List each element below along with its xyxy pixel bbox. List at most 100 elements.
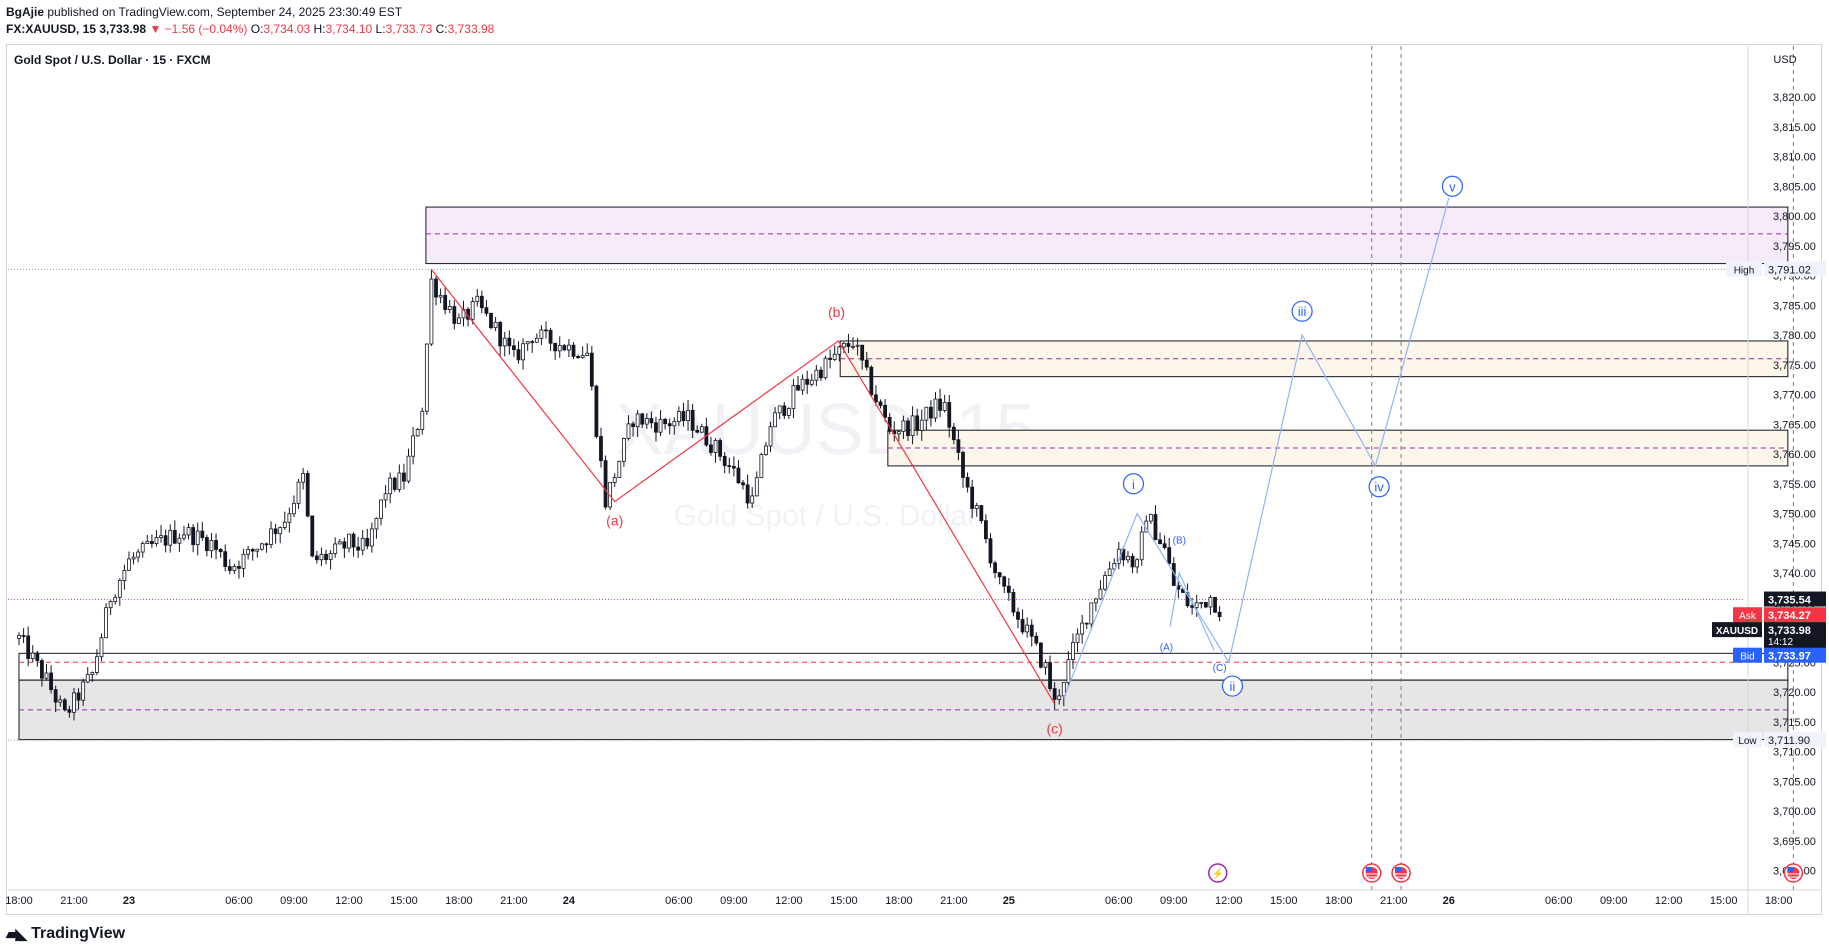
candle-down (484, 307, 489, 314)
candle-down (351, 533, 356, 548)
close-label: C: (435, 22, 448, 36)
candle-down (874, 394, 878, 403)
candle-up (534, 337, 539, 343)
candle-down (402, 472, 406, 482)
candle-up (44, 672, 49, 679)
candle-up (764, 445, 768, 455)
symbol-interval: FX:XAUUSD, 15 (6, 22, 97, 36)
price-tag-value-5: 3,711.90 (1768, 735, 1810, 747)
candle-up (374, 517, 379, 530)
x-tick-label: 24 (563, 895, 576, 907)
x-tick-label: 12:00 (1215, 895, 1243, 907)
candle-down (681, 411, 686, 422)
subwave-label-5: (A) (1160, 642, 1173, 653)
brand-name: TradingView (31, 925, 126, 942)
candle-down (1162, 543, 1167, 549)
candle-up (1098, 588, 1103, 600)
candle-up (195, 530, 200, 546)
candle-up (773, 412, 778, 428)
candle-up (301, 473, 306, 483)
candle-up (502, 337, 507, 347)
candle-up (585, 352, 590, 356)
candle-up (232, 566, 237, 571)
y-tick-label: 3,715.00 (1773, 717, 1816, 729)
candle-up (90, 672, 95, 675)
candle-down (1203, 601, 1208, 608)
candle-up (525, 341, 530, 345)
candle-up (942, 402, 947, 411)
wave-label-circle-1 (1221, 675, 1244, 697)
candle-down (782, 405, 787, 416)
wave-label-circle-0 (1122, 473, 1145, 495)
candle-down (1020, 618, 1025, 633)
sub-wave-line (1169, 570, 1215, 651)
candle-down (690, 409, 695, 431)
candle-down (1002, 576, 1007, 587)
wave-label-circle-3 (1368, 476, 1390, 498)
candle-down (819, 369, 823, 379)
candle-up (287, 513, 292, 523)
candle-up (168, 530, 173, 546)
candle-down (860, 344, 865, 361)
wave-label-circle-2 (1291, 300, 1313, 322)
price-tag-value-4: 3,733.97 (1768, 651, 1811, 663)
wave-label-0: i (1132, 477, 1135, 492)
candle-up (1075, 633, 1080, 643)
candle-down (640, 413, 645, 425)
published-text: published on TradingView.com, September … (47, 5, 403, 19)
candle-up (122, 570, 127, 581)
candle-down (965, 476, 970, 488)
candle-down (204, 537, 209, 552)
zone-bid-box (18, 652, 1789, 681)
candle-down (961, 452, 965, 478)
candle-up (1126, 555, 1130, 561)
candle-up (759, 454, 764, 479)
y-tick-label: 3,765.00 (1773, 419, 1816, 431)
candle-down (200, 530, 205, 538)
candle-up (924, 406, 929, 421)
x-tick-label: 15:00 (830, 895, 858, 907)
x-tick-label: 18:00 (885, 895, 913, 907)
price-tag-2 (1764, 607, 1826, 623)
candle-down (310, 515, 315, 557)
x-tick-label: 21:00 (500, 895, 528, 907)
candle-up (521, 343, 525, 361)
candle-up (1093, 598, 1098, 604)
candle-down (805, 378, 810, 385)
price-tag-5 (1764, 732, 1826, 748)
price-tag-prefix-bg-2 (1733, 607, 1762, 623)
candle-up (896, 431, 901, 435)
candle-down (828, 357, 833, 360)
candle-up (415, 429, 420, 437)
price-tag-4 (1764, 647, 1826, 663)
candle-down (218, 549, 223, 553)
candle-down (649, 418, 654, 424)
candle-up (209, 540, 214, 552)
candle-up (837, 346, 842, 355)
candle-down (305, 473, 310, 517)
y-tick-label: 3,755.00 (1773, 479, 1816, 491)
x-tick-label: 12:00 (335, 895, 363, 907)
candle-down (479, 295, 484, 309)
candle-up (470, 301, 475, 320)
ohlc-line: FX:XAUUSD, 15 3,733.98 ▼ −1.56 (−0.04%) … (6, 22, 494, 36)
candle-up (658, 418, 663, 433)
change-value: −1.56 (−0.04%) (164, 22, 248, 36)
x-tick-label: 18:00 (5, 895, 33, 907)
tradingview-brand[interactable]: ▰◣ TradingView (6, 925, 125, 943)
publisher-name[interactable]: BgAjie (6, 5, 45, 19)
price-tag-prefix-bg-3 (1712, 622, 1762, 638)
x-tick-label: 23 (123, 895, 135, 907)
candle-up (750, 495, 755, 504)
candle-down (1034, 635, 1039, 644)
candle-down (731, 465, 736, 469)
candle-up (777, 405, 782, 414)
abc-correction-line (430, 269, 1056, 705)
x-tick-label: 09:00 (720, 895, 748, 907)
candle-down (718, 440, 723, 457)
candle-down (498, 321, 503, 347)
candle-up (383, 493, 388, 501)
candle-up (140, 543, 145, 553)
candle-up (388, 477, 393, 495)
